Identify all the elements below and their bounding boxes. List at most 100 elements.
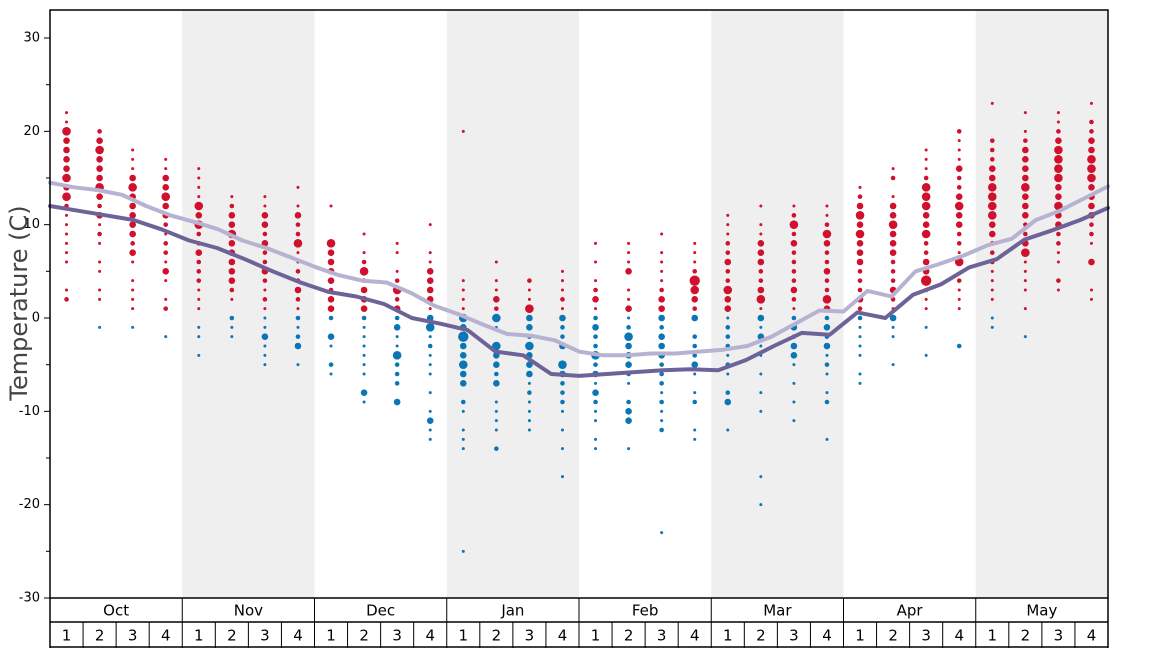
temperature-dot [759, 409, 763, 413]
temperature-dot [129, 174, 136, 182]
week-label: 1 [723, 627, 733, 645]
temperature-dot [659, 399, 664, 405]
temperature-dot [328, 315, 334, 321]
temperature-dot [560, 409, 564, 413]
temperature-dot [1056, 251, 1060, 255]
temperature-dot [723, 285, 733, 295]
temperature-dot [295, 334, 301, 339]
temperature-dot [428, 363, 432, 367]
temperature-dot [824, 278, 830, 283]
temperature-dot [295, 297, 301, 302]
temperature-dot [791, 259, 797, 265]
temperature-dot [461, 447, 465, 451]
temperature-dot [395, 335, 399, 339]
temperature-dot [692, 306, 698, 311]
temperature-dot [759, 325, 763, 329]
temperature-dot [458, 360, 468, 369]
temperature-dot [924, 148, 928, 152]
temperature-dot [920, 275, 932, 286]
temperature-dot [725, 269, 731, 274]
temperature-dot [594, 437, 598, 441]
temperature-dot [1088, 258, 1095, 266]
temperature-dot [921, 229, 931, 239]
temperature-dot [593, 343, 598, 349]
temperature-dot [98, 325, 102, 329]
week-label: 3 [128, 627, 138, 645]
temperature-dot [1054, 145, 1063, 155]
temperature-dot [261, 333, 269, 340]
temperature-dot [955, 165, 963, 172]
temperature-dot [987, 201, 997, 211]
temperature-dot [560, 475, 564, 479]
temperature-dot [428, 251, 432, 255]
temperature-dot [98, 223, 102, 227]
temperature-dot [560, 447, 564, 451]
temperature-dot [129, 221, 136, 228]
temperature-dot [461, 549, 465, 553]
temperature-dot [924, 325, 928, 329]
temperature-dot [230, 335, 234, 339]
band-mar [711, 10, 844, 598]
temperature-dot [1023, 260, 1027, 264]
temperature-dot [955, 212, 963, 219]
temperature-dot [757, 258, 765, 266]
temperature-dot [197, 335, 201, 339]
temperature-dot [1089, 101, 1093, 105]
temperature-dot [791, 269, 797, 274]
temperature-dot [792, 363, 796, 367]
temperature-dot [1022, 165, 1029, 172]
temperature-dot [1056, 120, 1060, 124]
temperature-dot [759, 391, 763, 395]
temperature-dot [560, 428, 564, 432]
temperature-dot [756, 295, 766, 304]
temperature-dot [527, 390, 532, 395]
temperature-dot [1056, 288, 1060, 292]
temperature-dot [1055, 193, 1062, 200]
temperature-dot [197, 307, 201, 311]
temperature-dot [1021, 248, 1030, 257]
temperature-dot [295, 269, 301, 274]
temperature-dot [96, 193, 103, 200]
temperature-dot [1088, 137, 1095, 144]
temperature-dot [989, 138, 995, 143]
temperature-dot [494, 279, 498, 283]
temperature-dot [427, 343, 433, 349]
temperature-dot [263, 307, 267, 311]
month-bands [182, 10, 1108, 598]
temperature-dot [526, 370, 533, 378]
week-label: 2 [888, 627, 898, 645]
temperature-dot [428, 353, 432, 357]
temperature-dot [592, 324, 599, 331]
temperature-dot [196, 278, 202, 283]
temperature-dot [692, 353, 698, 358]
temperature-dot [1089, 297, 1093, 301]
temperature-dot [129, 230, 136, 238]
temperature-dot [428, 428, 432, 432]
temperature-dots [62, 101, 1096, 553]
temperature-dot [1054, 173, 1063, 183]
temperature-dot [162, 174, 170, 182]
temperature-dot [197, 167, 201, 171]
temperature-dot [822, 229, 832, 239]
temperature-dot [1056, 241, 1061, 246]
temperature-dot [758, 269, 764, 274]
temperature-dot [560, 288, 564, 292]
temperature-dot [426, 277, 434, 284]
temperature-dot [594, 447, 598, 451]
temperature-dot [1023, 138, 1028, 143]
temperature-dot [560, 307, 564, 311]
temperature-dot [394, 315, 400, 321]
temperature-dot [62, 173, 71, 183]
temperature-dot [594, 241, 598, 245]
temperature-dot [824, 287, 830, 293]
week-label: 2 [492, 627, 502, 645]
temperature-dot [131, 260, 135, 264]
temperature-dot [759, 503, 763, 507]
temperature-dot [956, 129, 962, 134]
temperature-dot [196, 231, 202, 237]
temperature-dot [65, 213, 69, 217]
week-label: 4 [161, 627, 171, 645]
temperature-dot [326, 239, 336, 248]
temperature-dot [263, 363, 267, 367]
